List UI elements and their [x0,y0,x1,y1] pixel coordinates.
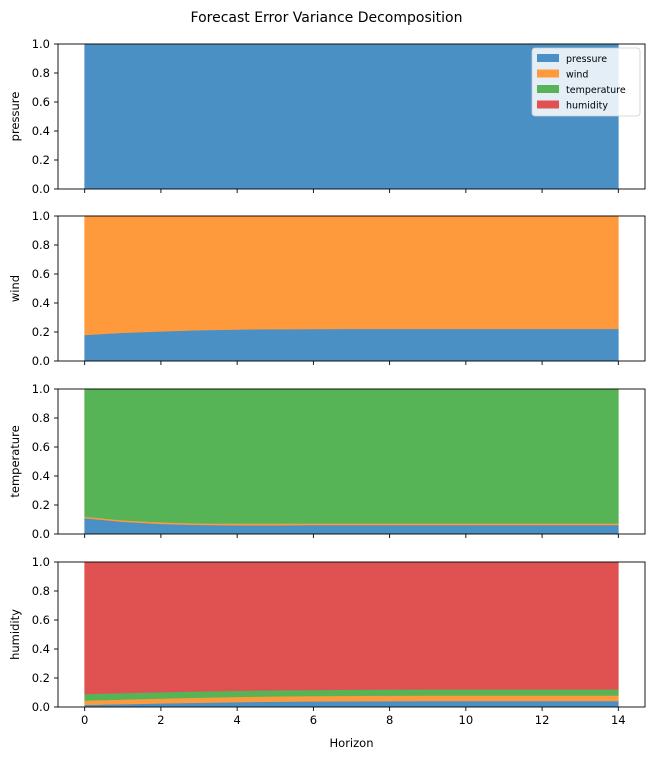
y-tick-label: 0.0 [32,182,50,196]
y-tick-label: 0.4 [32,296,50,310]
panel-pressure: 0.0 0.2 0.4 0.6 0.8 1.0 pressure [8,37,646,196]
panel-frame [57,388,646,535]
y-tick-label: 0.6 [32,95,50,109]
legend-swatch-temperature [537,85,559,93]
x-tick-label: 12 [535,713,550,727]
x-tick-label: 14 [611,713,626,727]
y-tick-label: 0.2 [32,498,50,512]
y-tick-label: 1.0 [32,555,50,569]
y-axis-label: pressure [8,92,22,142]
legend-label-pressure: pressure [566,54,607,65]
panel-humidity: 0.0 0.2 0.4 0.6 0.8 1.0 0 2 4 6 8 10 12 14 humidity [8,555,646,727]
y-tick-label: 0.8 [32,66,50,80]
y-tick-label: 0.2 [32,671,50,685]
legend-swatch-wind [537,69,559,78]
chart-title: Forecast Error Variance Decomposition [191,10,463,26]
x-tick-label: 2 [157,713,164,727]
y-tick-label: 0.4 [32,469,50,483]
y-tick-label: 0.4 [32,642,50,656]
y-tick-label: 1.0 [32,209,50,223]
y-tick-label: 0.0 [32,354,50,368]
legend-swatch-pressure [537,54,559,62]
y-axis-label: wind [8,275,22,302]
area-wind-wind [84,215,619,336]
legend-swatch-humidity [537,100,559,109]
y-tick-label: 0.4 [32,124,50,138]
panel-wind: 0.0 0.2 0.4 0.6 0.8 1.0 wind [8,209,646,368]
area-humidity-humidity [84,561,619,695]
area-temperature-temperature [84,388,619,524]
legend-label-temperature: temperature [566,85,626,96]
panels: 0.00.20.40.60.81.0pressure0.00.20.40.60.… [8,37,646,727]
y-tick-label: 0.6 [32,440,50,454]
panel-frame [57,561,646,708]
y-axis-label: humidity [8,609,22,660]
legend-label-wind: wind [566,70,588,81]
legend-label-humidity: humidity [566,101,608,112]
y-tick-label: 0.0 [32,700,50,714]
x-tick-label: 8 [386,713,393,727]
y-tick-label: 0.6 [32,613,50,627]
x-tick-label: 4 [233,713,240,727]
legend: pressure wind temperature humidity [531,47,641,117]
y-tick-label: 0.8 [32,584,50,598]
x-tick-label: 10 [459,713,474,727]
y-tick-label: 0.8 [32,238,50,252]
y-tick-label: 1.0 [32,37,50,51]
x-tick-label: 6 [310,713,317,727]
panel-temperature: 0.0 0.2 0.4 0.6 0.8 1.0 temperature [8,382,646,541]
y-tick-label: 0.6 [32,267,50,281]
y-tick-label: 0.2 [32,325,50,339]
y-tick-label: 0.0 [32,527,50,541]
x-axis-label: Horizon [330,736,374,750]
y-axis-label: temperature [8,425,22,497]
legend-box [531,47,641,117]
y-tick-label: 0.2 [32,153,50,167]
panel-frame [57,43,646,190]
x-tick-label: 0 [81,713,88,727]
area-wind-pressure [84,328,619,362]
y-tick-label: 1.0 [32,382,50,396]
panel-frame [57,215,646,362]
y-tick-label: 0.8 [32,411,50,425]
